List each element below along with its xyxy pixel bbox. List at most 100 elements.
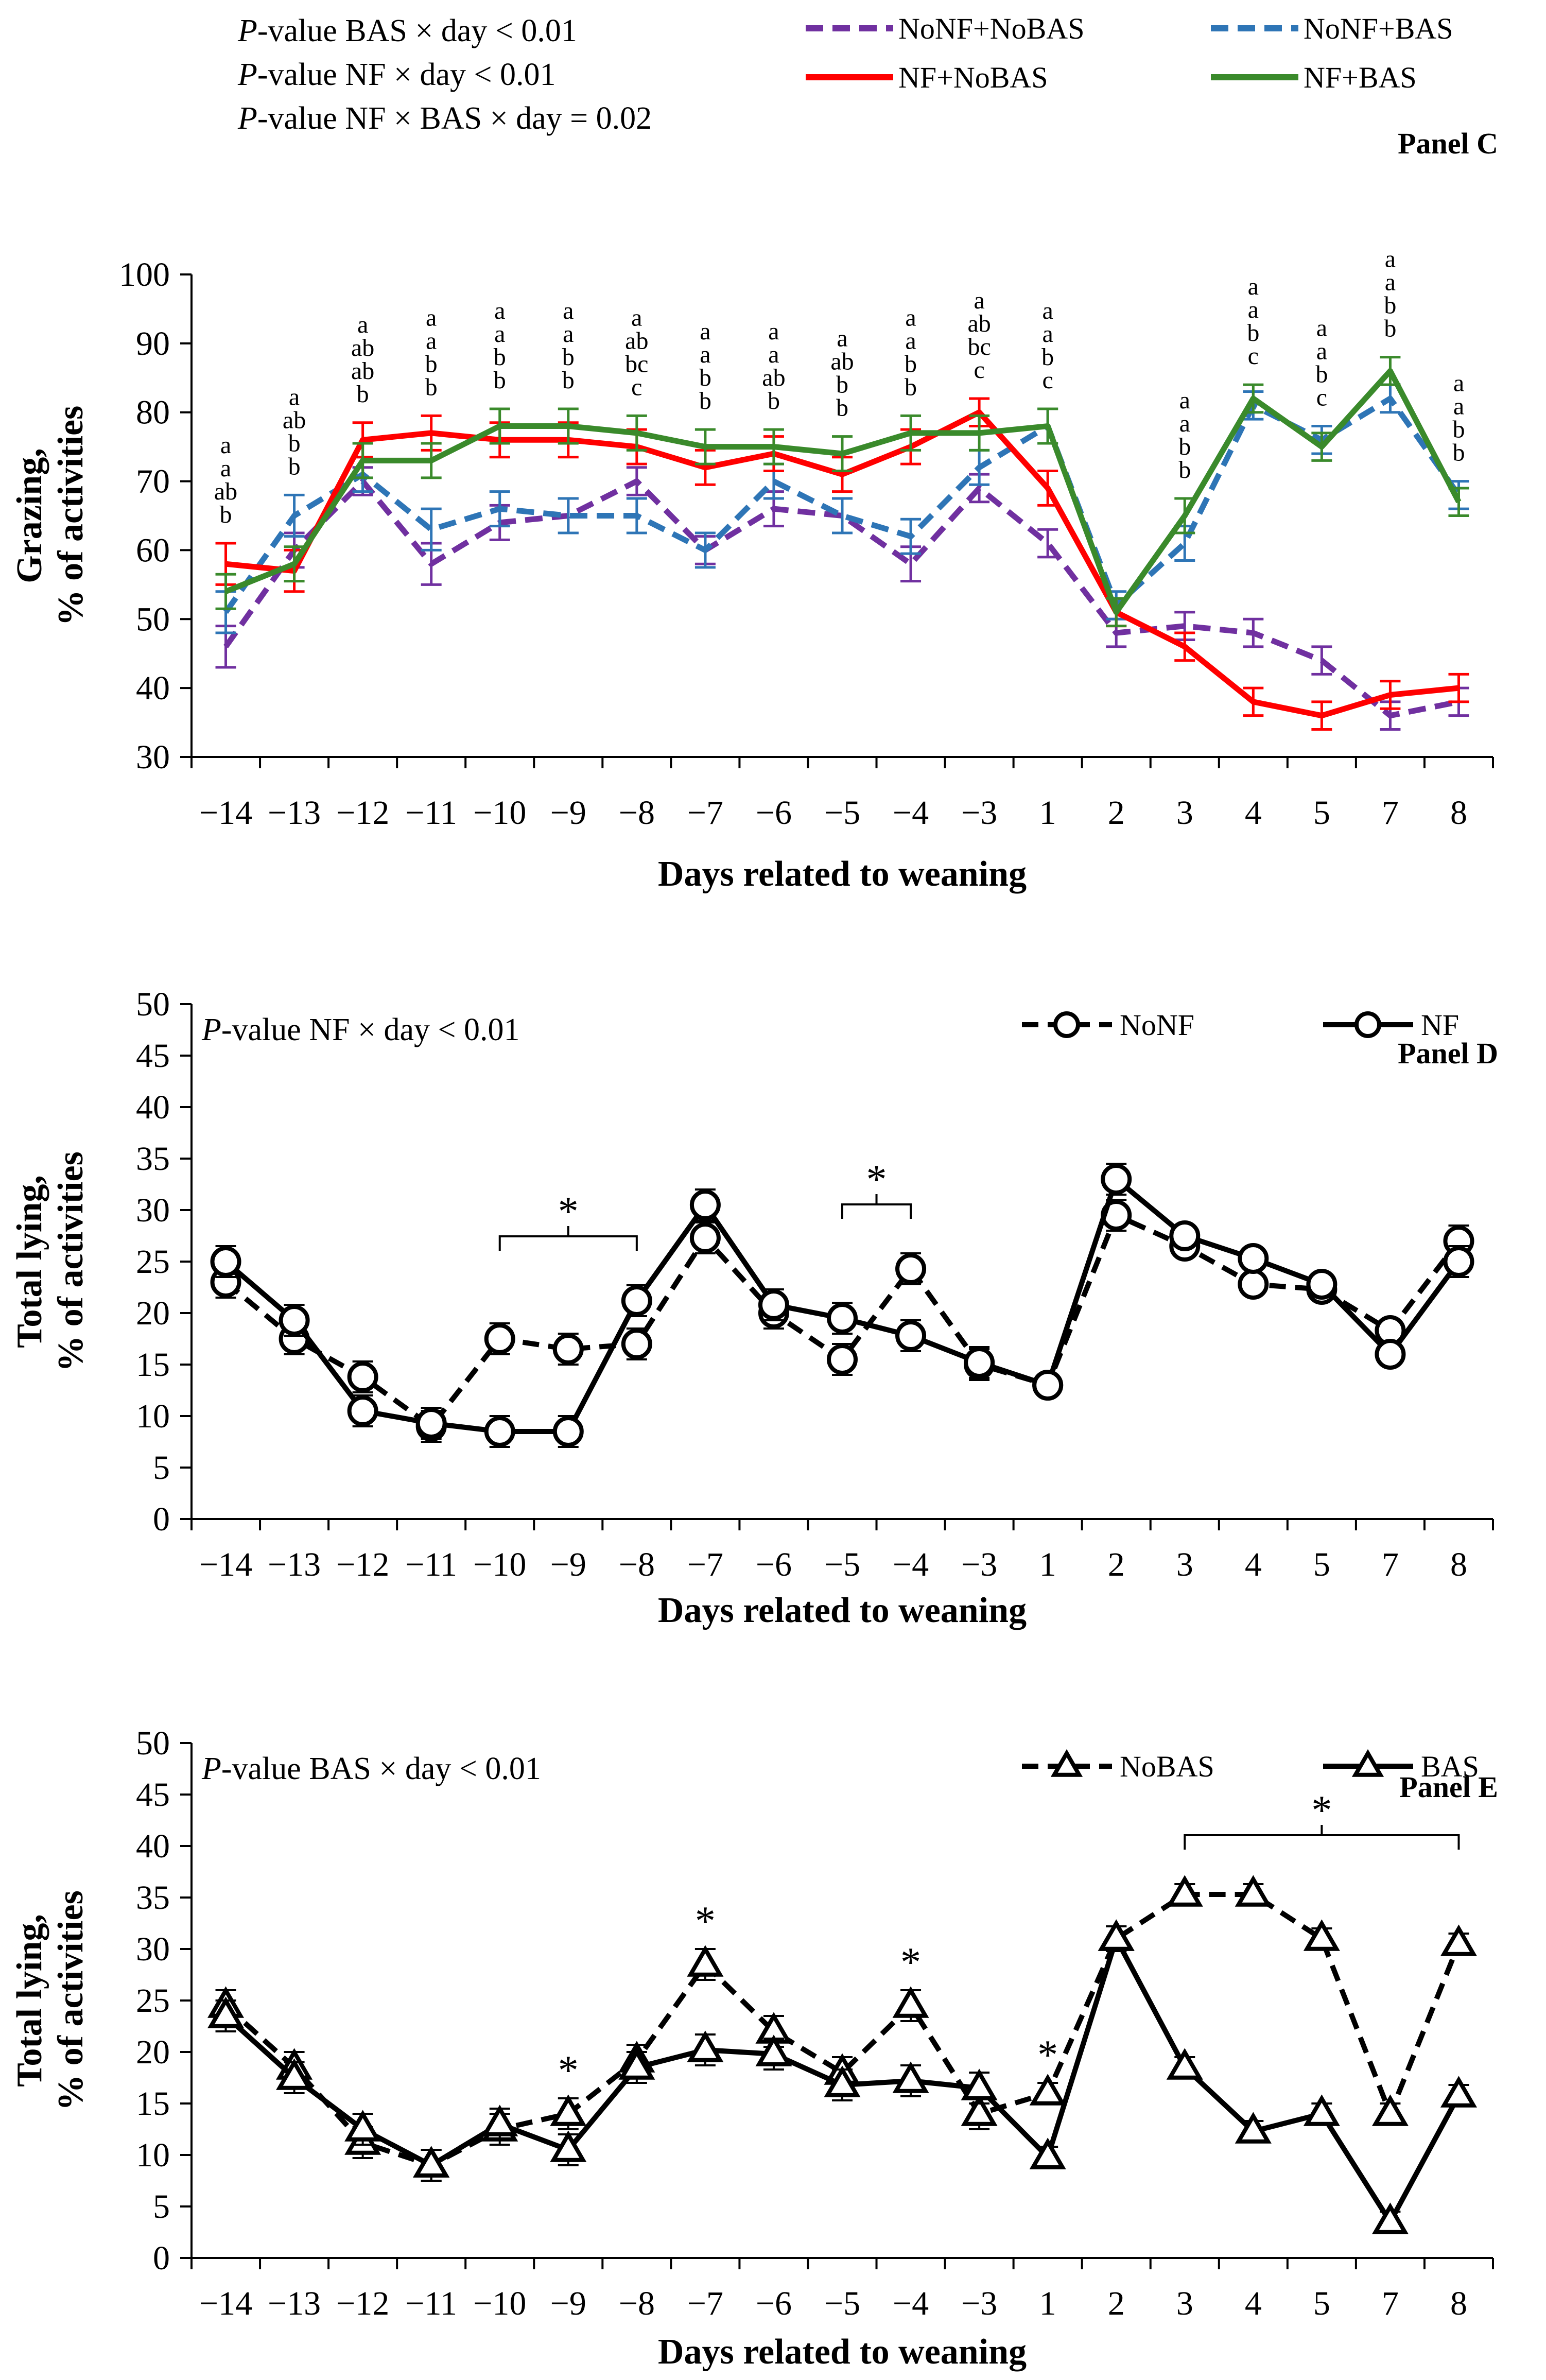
legend-item-NoNF+BAS: NoNF+BAS bbox=[1211, 12, 1453, 45]
letter-annotation: a bbox=[700, 318, 710, 345]
data-point bbox=[1351, 1749, 1384, 1777]
data-point bbox=[1371, 2094, 1409, 2126]
x-tick-label: −5 bbox=[824, 1546, 860, 1583]
letter-annotation: a bbox=[563, 320, 574, 348]
y-tick-label: 45 bbox=[136, 1776, 170, 1814]
letter-annotations: aaabbaabbbaababbaabbaabbaabbaabbccaabbaa… bbox=[214, 246, 1465, 528]
data-point bbox=[276, 2058, 313, 2090]
panel-label-2: Panel E bbox=[1399, 1770, 1498, 1804]
x-tick-label: −6 bbox=[756, 794, 792, 832]
x-tick-label: −5 bbox=[824, 794, 860, 832]
y-tick-label: 25 bbox=[136, 1982, 170, 2020]
letter-annotation: b bbox=[836, 371, 848, 399]
letter-annotation: b bbox=[768, 387, 780, 415]
x-tick-label: 3 bbox=[1176, 2285, 1193, 2322]
letter-annotation: a bbox=[974, 287, 984, 314]
data-point bbox=[1169, 1220, 1201, 1251]
y-tick-label: 0 bbox=[153, 1501, 170, 1538]
x-tick-label: −9 bbox=[550, 2285, 586, 2322]
x-tick-label: 5 bbox=[1313, 2285, 1330, 2322]
letter-annotation: b bbox=[1384, 292, 1396, 319]
letter-annotation: c bbox=[631, 373, 642, 401]
letter-annotation: bc bbox=[967, 333, 991, 360]
letter-annotation: a bbox=[220, 455, 231, 482]
letter-annotation: a bbox=[837, 325, 847, 352]
data-point bbox=[827, 1303, 858, 1334]
y-tick-label: 10 bbox=[136, 1398, 170, 1435]
letter-annotation: c bbox=[974, 356, 984, 384]
y-tick-label: 80 bbox=[136, 394, 170, 432]
x-tick-label: 2 bbox=[1108, 2285, 1125, 2322]
data-point bbox=[1238, 1243, 1269, 1274]
y-tick-label: 5 bbox=[153, 2188, 170, 2226]
x-tick-label: −4 bbox=[893, 1546, 929, 1583]
x-tick-label: 2 bbox=[1108, 794, 1125, 832]
data-point bbox=[344, 2110, 381, 2142]
significance-star: * bbox=[1311, 1788, 1332, 1833]
x-tick-label: −4 bbox=[893, 794, 929, 832]
data-point bbox=[1029, 2074, 1066, 2106]
data-point bbox=[550, 2130, 587, 2162]
x-tick-label: −14 bbox=[199, 1546, 252, 1583]
x-tick-label: −8 bbox=[619, 2285, 655, 2322]
y-tick-label: 0 bbox=[153, 2239, 170, 2277]
pvalue-c-0: P-value BAS × day < 0.01 bbox=[237, 13, 577, 48]
letter-annotation: b bbox=[1178, 433, 1191, 460]
x-tick-label: −10 bbox=[473, 1546, 526, 1583]
x-tick-label: 1 bbox=[1039, 1546, 1056, 1583]
y-tick-label: 40 bbox=[136, 1827, 170, 1865]
letter-annotation: bc bbox=[625, 350, 648, 377]
x-tick-label: −5 bbox=[824, 2285, 860, 2322]
letter-annotation: b bbox=[288, 453, 301, 480]
x-tick-label: 3 bbox=[1176, 794, 1193, 832]
x-tick-label: −14 bbox=[199, 2285, 252, 2322]
significance-star: * bbox=[900, 1940, 921, 1985]
x-tick-label: −9 bbox=[550, 794, 586, 832]
x-tick-label: 7 bbox=[1382, 2285, 1399, 2322]
legend-label: NF bbox=[1421, 1008, 1459, 1042]
data-point bbox=[827, 1344, 858, 1375]
letter-annotation: a bbox=[563, 297, 574, 324]
data-point bbox=[689, 1189, 721, 1220]
data-point bbox=[481, 2105, 518, 2136]
legend-item-NF: NF bbox=[1323, 1008, 1459, 1042]
data-point bbox=[1440, 2076, 1478, 2108]
data-point bbox=[687, 1945, 724, 1977]
data-point bbox=[347, 1395, 378, 1426]
letter-annotation: a bbox=[1316, 337, 1327, 365]
data-point bbox=[1053, 1011, 1080, 1038]
significance-markers: * * * * * bbox=[558, 1788, 1460, 2093]
significance-bracket bbox=[841, 1194, 912, 1219]
y-tick-label: 30 bbox=[136, 1930, 170, 1968]
letter-annotation: a bbox=[905, 327, 916, 354]
data-point bbox=[1050, 1749, 1083, 1777]
y-tick-label: 20 bbox=[136, 1295, 170, 1332]
legend-label: NF+BAS bbox=[1304, 61, 1417, 94]
data-point bbox=[484, 1416, 515, 1447]
letter-annotation: a bbox=[1248, 296, 1259, 323]
x-tick-label: 3 bbox=[1176, 1546, 1193, 1583]
x-tick-label: −12 bbox=[336, 2285, 389, 2322]
letter-annotation: b bbox=[562, 367, 575, 394]
data-point bbox=[1101, 1164, 1132, 1195]
significance-star: * bbox=[1037, 2032, 1058, 2078]
legend-label: NoNF bbox=[1120, 1008, 1194, 1042]
y-tick-label: 5 bbox=[153, 1449, 170, 1487]
data-point bbox=[1235, 2112, 1272, 2144]
x-axis-title: Days related to weaning bbox=[658, 1591, 1027, 1630]
letter-annotation: b bbox=[836, 394, 848, 422]
letter-annotation: b bbox=[562, 343, 575, 371]
data-point bbox=[1029, 2137, 1066, 2169]
letter-annotation: a bbox=[1453, 370, 1464, 397]
letter-annotation: ab bbox=[351, 357, 374, 385]
data-point bbox=[1371, 2202, 1409, 2234]
letter-annotation: a bbox=[1043, 297, 1053, 324]
letter-annotation: b bbox=[425, 350, 438, 377]
letter-annotation: ab bbox=[967, 310, 991, 337]
x-tick-label: −13 bbox=[268, 1546, 321, 1583]
letter-annotation: a bbox=[1385, 246, 1396, 273]
x-tick-label: −7 bbox=[687, 794, 723, 832]
y-tick-label: 35 bbox=[136, 1879, 170, 1917]
x-tick-label: 4 bbox=[1245, 1546, 1262, 1583]
